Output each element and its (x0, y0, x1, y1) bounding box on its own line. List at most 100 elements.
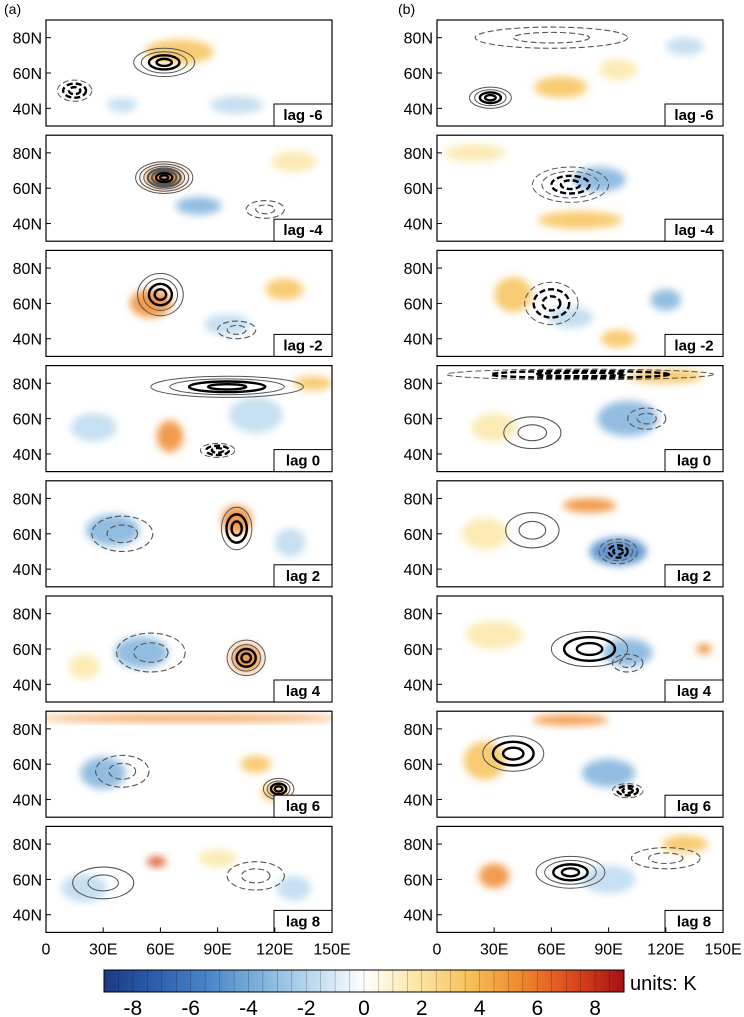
lat-label: 40N (13, 101, 42, 118)
lon-label: 0 (433, 941, 442, 958)
lag-label-box (664, 449, 724, 473)
positive-contour (72, 866, 135, 900)
positive-contour (562, 636, 617, 662)
temperature-anomaly (478, 863, 510, 889)
lat-label: 60N (404, 412, 433, 429)
negative-contour (210, 446, 225, 454)
lat-label: 60N (404, 872, 433, 889)
lon-axis-a: 0 30E 60E 90E 120E 150E (42, 927, 351, 958)
negative-contour (95, 754, 150, 788)
negative-contour (204, 444, 231, 457)
negative-contour (611, 783, 644, 799)
lat-label: 60N (13, 412, 42, 429)
lag-label-box (273, 909, 333, 933)
lat-label: 60N (13, 66, 42, 83)
negative-contour (630, 847, 701, 870)
positive-contour (140, 51, 188, 74)
temperature-anomaly (270, 151, 317, 173)
colorbar: -8 -6 -4 -2 0 2 4 6 8 units: K (103, 969, 697, 1017)
lag-label: lag 0 (677, 453, 711, 470)
lag-label: lag 2 (677, 568, 711, 585)
temperature-anomaly (532, 714, 609, 726)
lat-label: 80N (13, 31, 42, 48)
lat-label: 40N (13, 562, 42, 579)
lat-label: 40N (13, 332, 42, 349)
lat-label: 80N (13, 261, 42, 278)
negative-contour (559, 179, 582, 191)
temperature-anomaly (599, 58, 638, 81)
temperature-anomaly (589, 537, 647, 566)
lat-label: 40N (404, 447, 433, 464)
map-panel-a-5: 80N 60N 40N lag 4 (13, 595, 333, 703)
colorbar-tick-label: -8 (124, 997, 143, 1017)
lag-label-box (273, 333, 333, 357)
positive-contour (231, 644, 261, 672)
lat-label: 80N (404, 607, 433, 624)
lat-label: 80N (404, 491, 433, 508)
positive-contour (575, 641, 604, 657)
map-panel-a-1: 80N 60N 40N lag -4 (13, 134, 333, 242)
temperature-anomaly (204, 314, 251, 336)
lon-label: 90E (203, 941, 231, 958)
lag-label-box (664, 794, 724, 818)
positive-contour (150, 169, 178, 186)
negative-contour (627, 407, 667, 430)
lat-label: 60N (404, 527, 433, 544)
positive-contour (230, 520, 243, 537)
lat-label: 80N (404, 722, 433, 739)
colorbar-tick-label: -2 (297, 997, 316, 1017)
lat-label: 60N (404, 181, 433, 198)
colorbar-ticks: -8 -6 -4 -2 0 2 4 6 8 (118, 970, 610, 1017)
colorbar-tick-label: 8 (589, 997, 601, 1017)
lon-label: 150E (313, 941, 350, 958)
colorbar-units-label: units: K (630, 973, 697, 995)
lat-label: 40N (404, 332, 433, 349)
positive-contour (483, 93, 497, 102)
negative-contour (512, 31, 591, 44)
positive-contour (139, 163, 190, 192)
positive-contour (226, 639, 266, 676)
positive-contour (154, 171, 174, 184)
temperature-anomaly (665, 37, 704, 56)
negative-contour (616, 784, 640, 797)
lag-label-box (664, 909, 724, 933)
positive-contour (147, 282, 174, 307)
map-panel-b-5: 80N 60N 40N lag 4 (404, 595, 724, 703)
lag-label-box (664, 679, 724, 703)
map-panel-a-7: 80N 60N 40N lag 8 (13, 825, 333, 934)
positive-contour (147, 54, 181, 71)
negative-contour (621, 787, 634, 795)
lat-label: 80N (13, 607, 42, 624)
negative-contour (524, 281, 579, 326)
negative-contour (240, 868, 271, 884)
lat-label: 80N (13, 146, 42, 163)
negative-contour (446, 368, 714, 381)
positive-contour (517, 424, 548, 442)
negative-contour (534, 371, 626, 378)
lat-label: 40N (404, 217, 433, 234)
temperature-anomaly (274, 528, 306, 557)
lag-label-box (273, 449, 333, 473)
positive-contour (155, 57, 174, 68)
lat-label: 80N (404, 261, 433, 278)
negative-contour (489, 369, 671, 380)
positive-contour (240, 652, 253, 664)
temperature-anomaly (650, 289, 682, 311)
positive-contour (87, 874, 120, 892)
lat-label: 60N (13, 872, 42, 889)
map-panel-b-3: 80N 60N 40N lag 0 (404, 365, 724, 473)
lat-label: 80N (404, 31, 433, 48)
positive-contour (552, 863, 589, 882)
lag-label-box (273, 564, 333, 588)
lag-label: lag 0 (286, 453, 320, 470)
map-panel-a-3: 80N 60N 40N lag 0 (13, 365, 333, 473)
positive-contour (482, 735, 545, 772)
positive-contour (518, 520, 547, 540)
lat-label: 60N (13, 757, 42, 774)
lat-label: 40N (13, 677, 42, 694)
positive-contour (143, 165, 186, 190)
lon-label: 30E (89, 941, 117, 958)
temperature-anomaly (156, 420, 184, 453)
negative-contour (648, 852, 684, 865)
lat-label: 40N (13, 908, 42, 925)
